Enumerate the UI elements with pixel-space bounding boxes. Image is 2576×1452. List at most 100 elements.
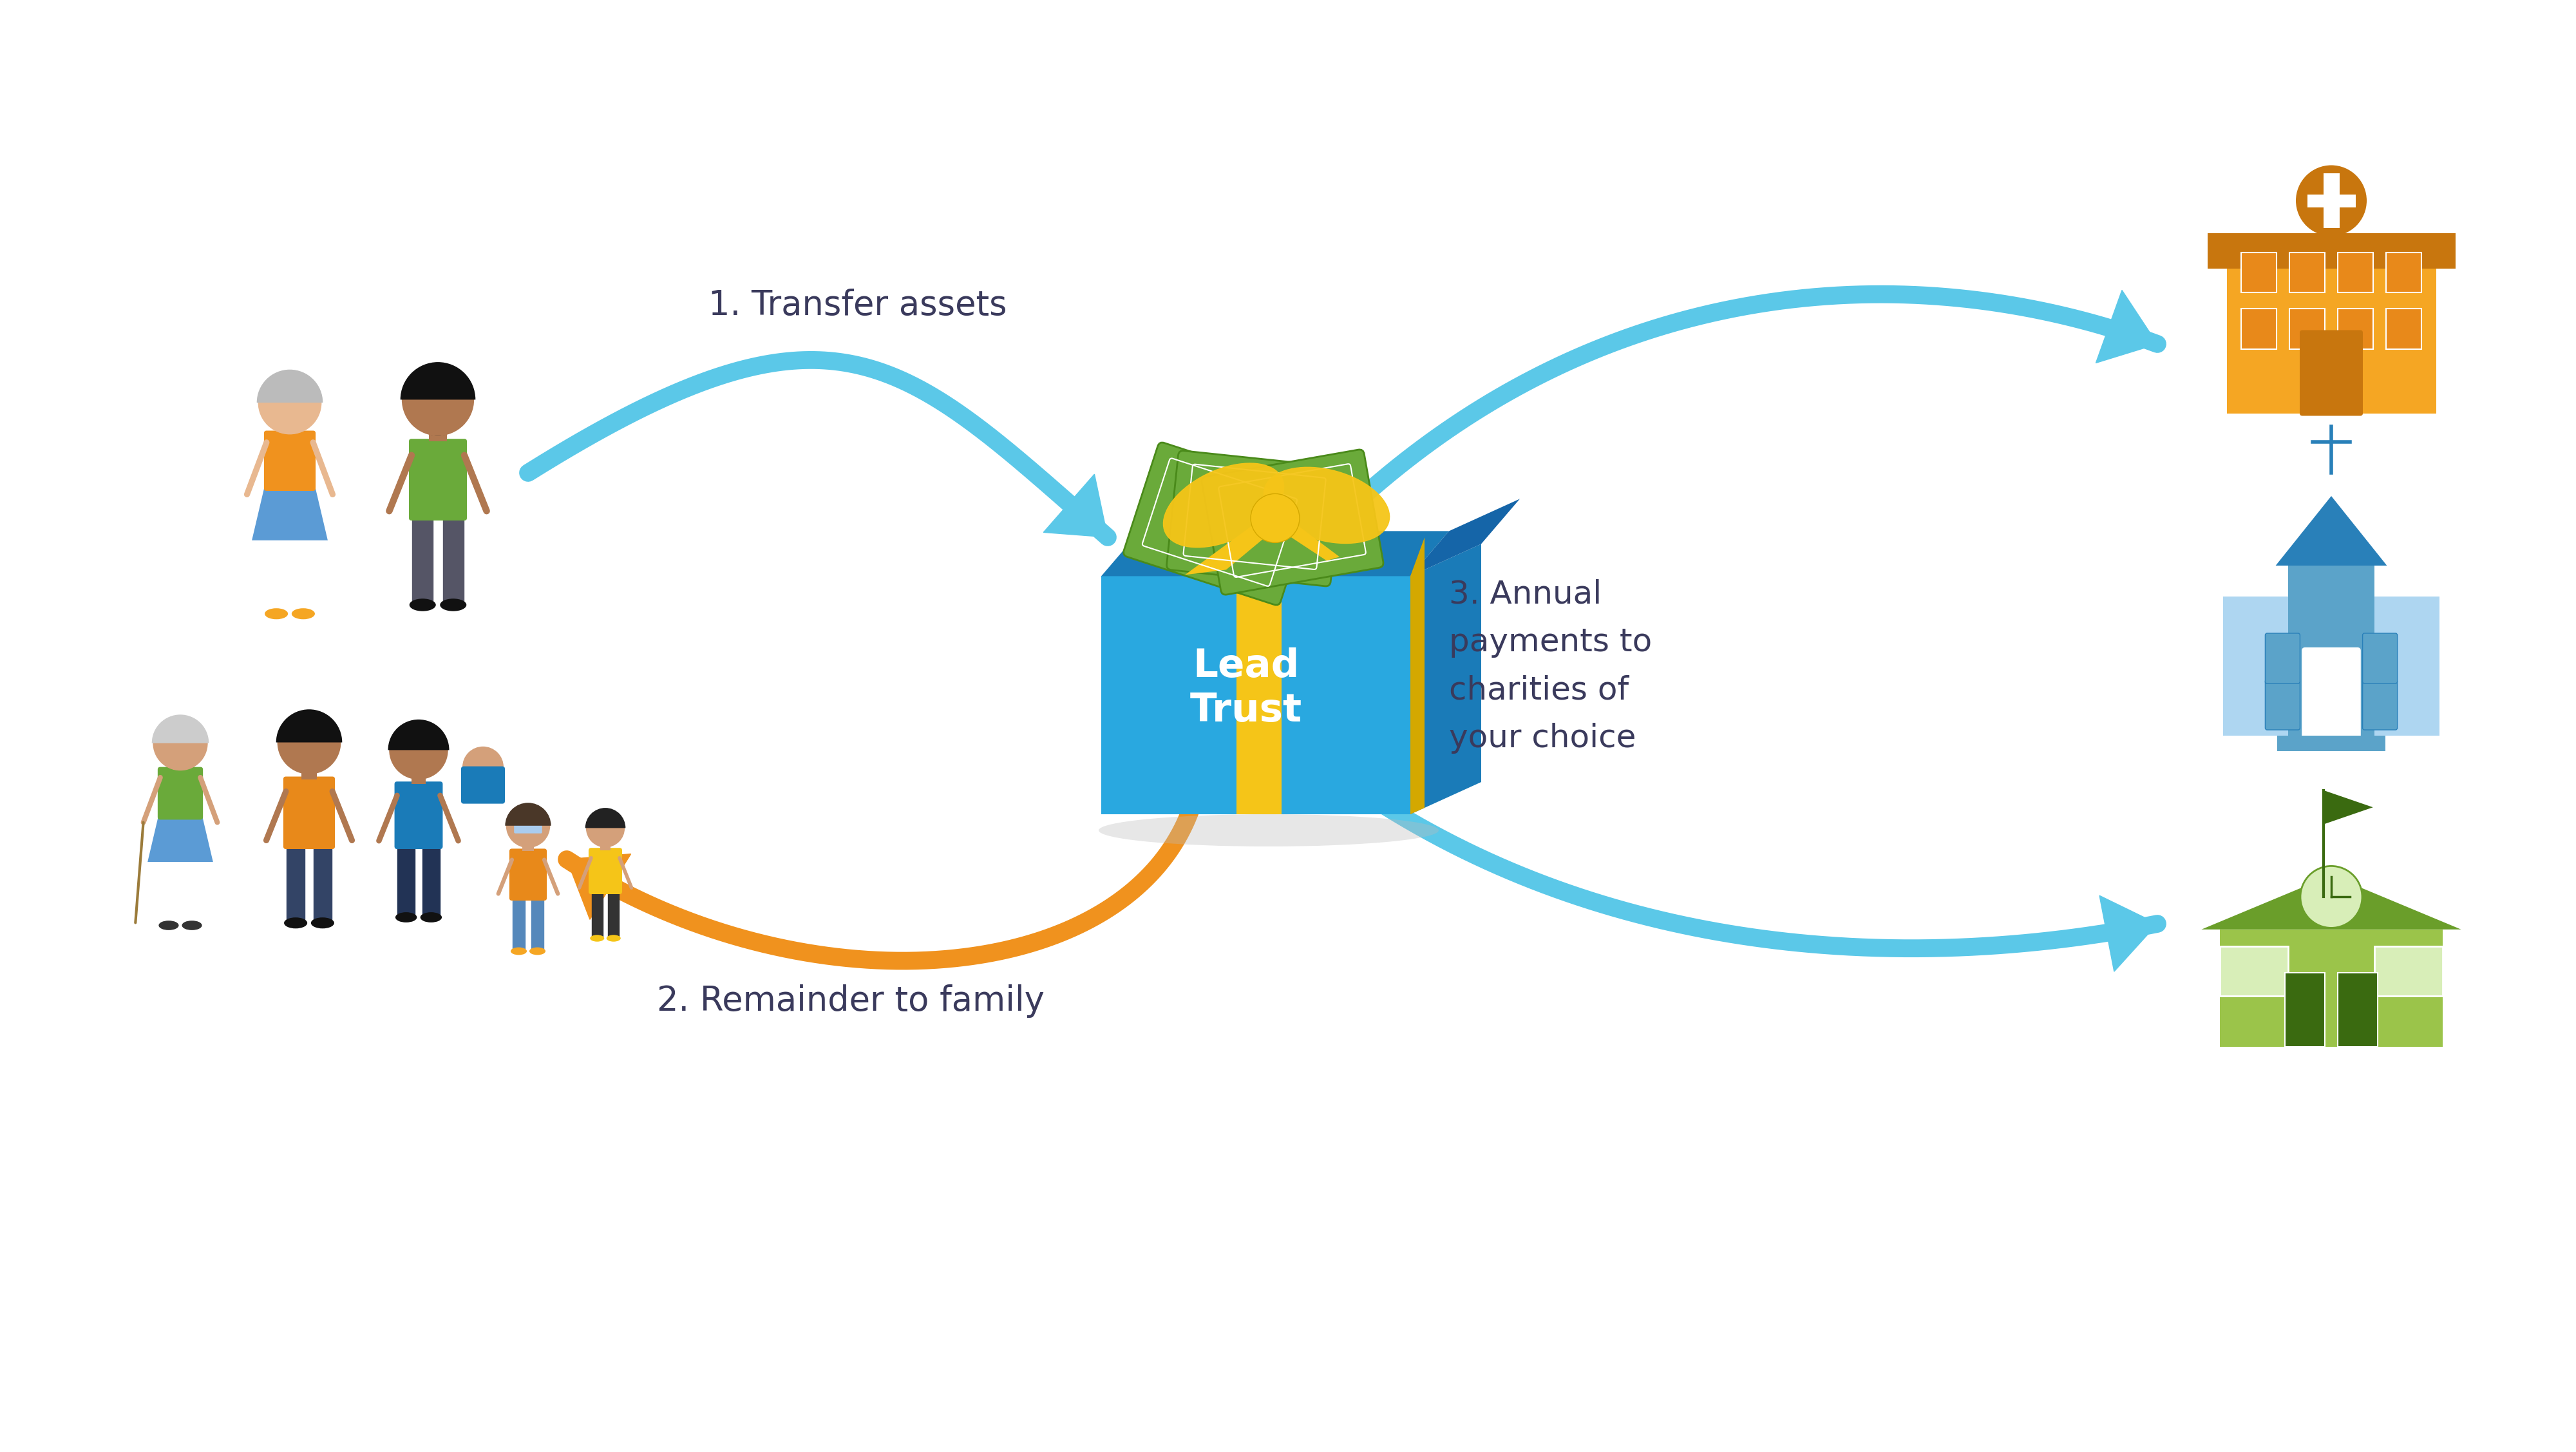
FancyBboxPatch shape [173,755,188,770]
Wedge shape [412,409,464,436]
Polygon shape [2202,876,2460,929]
FancyBboxPatch shape [2303,648,2360,739]
FancyBboxPatch shape [2324,173,2339,228]
FancyBboxPatch shape [461,767,505,804]
Wedge shape [276,710,343,742]
FancyBboxPatch shape [2385,253,2421,292]
Ellipse shape [312,918,335,928]
FancyBboxPatch shape [281,417,299,433]
Polygon shape [147,817,214,862]
Circle shape [585,809,626,848]
FancyBboxPatch shape [2290,253,2324,292]
Polygon shape [1265,468,1388,543]
Polygon shape [1262,518,1340,560]
FancyBboxPatch shape [2223,597,2439,736]
Polygon shape [513,897,526,950]
Ellipse shape [283,918,307,928]
FancyBboxPatch shape [2287,566,2375,736]
Ellipse shape [528,947,546,955]
Circle shape [2295,166,2367,237]
Polygon shape [412,518,433,601]
FancyBboxPatch shape [2362,633,2398,684]
FancyBboxPatch shape [2241,253,2277,292]
Polygon shape [1103,576,1412,815]
FancyBboxPatch shape [1200,450,1383,595]
FancyBboxPatch shape [2241,309,2277,348]
Polygon shape [1412,537,1425,815]
Wedge shape [389,720,448,751]
FancyBboxPatch shape [2221,947,2287,996]
Polygon shape [1412,499,1520,576]
Wedge shape [585,807,626,828]
FancyBboxPatch shape [2339,309,2372,348]
FancyBboxPatch shape [394,781,443,849]
FancyBboxPatch shape [2385,309,2421,348]
Text: 1. Transfer assets: 1. Transfer assets [708,289,1007,322]
FancyBboxPatch shape [2308,195,2354,208]
Ellipse shape [183,921,201,931]
Polygon shape [1236,576,1280,815]
Polygon shape [1185,518,1288,575]
Polygon shape [397,847,415,915]
FancyBboxPatch shape [301,762,317,780]
FancyBboxPatch shape [1123,443,1314,605]
Polygon shape [286,847,304,921]
Ellipse shape [440,598,466,611]
FancyBboxPatch shape [587,848,623,894]
FancyBboxPatch shape [2285,973,2326,1047]
Circle shape [464,746,505,788]
FancyBboxPatch shape [428,423,448,441]
FancyBboxPatch shape [523,839,533,851]
Ellipse shape [291,608,314,619]
Text: 3. Annual
payments to
charities of
your choice: 3. Annual payments to charities of your … [1448,578,1651,754]
FancyBboxPatch shape [2300,330,2362,415]
FancyBboxPatch shape [2290,309,2324,348]
Ellipse shape [1097,815,1437,847]
FancyBboxPatch shape [600,841,611,851]
Polygon shape [2275,497,2388,566]
Wedge shape [258,370,322,402]
FancyBboxPatch shape [410,439,466,520]
Ellipse shape [410,598,435,611]
Wedge shape [152,714,209,743]
Polygon shape [422,847,440,915]
Polygon shape [567,854,631,919]
Polygon shape [1043,475,1108,537]
FancyBboxPatch shape [412,768,425,784]
Polygon shape [1103,531,1448,576]
Ellipse shape [160,921,178,931]
Circle shape [278,710,340,774]
Ellipse shape [265,608,289,619]
Circle shape [152,716,209,771]
Wedge shape [399,362,477,399]
Polygon shape [592,892,603,937]
Ellipse shape [510,947,528,955]
FancyBboxPatch shape [263,431,317,491]
Polygon shape [531,897,544,950]
Circle shape [1252,494,1301,543]
FancyBboxPatch shape [283,777,335,849]
FancyBboxPatch shape [2208,232,2455,269]
FancyBboxPatch shape [2375,947,2442,996]
Polygon shape [1412,544,1481,815]
Polygon shape [2097,290,2159,363]
FancyBboxPatch shape [2362,680,2398,730]
Wedge shape [505,803,551,826]
FancyBboxPatch shape [2264,680,2300,730]
FancyBboxPatch shape [2336,973,2378,1047]
Ellipse shape [605,935,621,942]
Circle shape [389,720,448,780]
Text: Lead
Trust: Lead Trust [1190,648,1303,729]
Ellipse shape [394,912,417,922]
FancyBboxPatch shape [2277,736,2385,751]
Polygon shape [2324,790,2372,825]
FancyBboxPatch shape [2226,237,2437,414]
Circle shape [505,803,551,848]
FancyBboxPatch shape [2264,633,2300,684]
Circle shape [402,363,474,436]
FancyBboxPatch shape [515,822,541,833]
Polygon shape [314,847,332,921]
Polygon shape [443,518,464,601]
Polygon shape [2099,896,2159,971]
Circle shape [258,370,322,434]
